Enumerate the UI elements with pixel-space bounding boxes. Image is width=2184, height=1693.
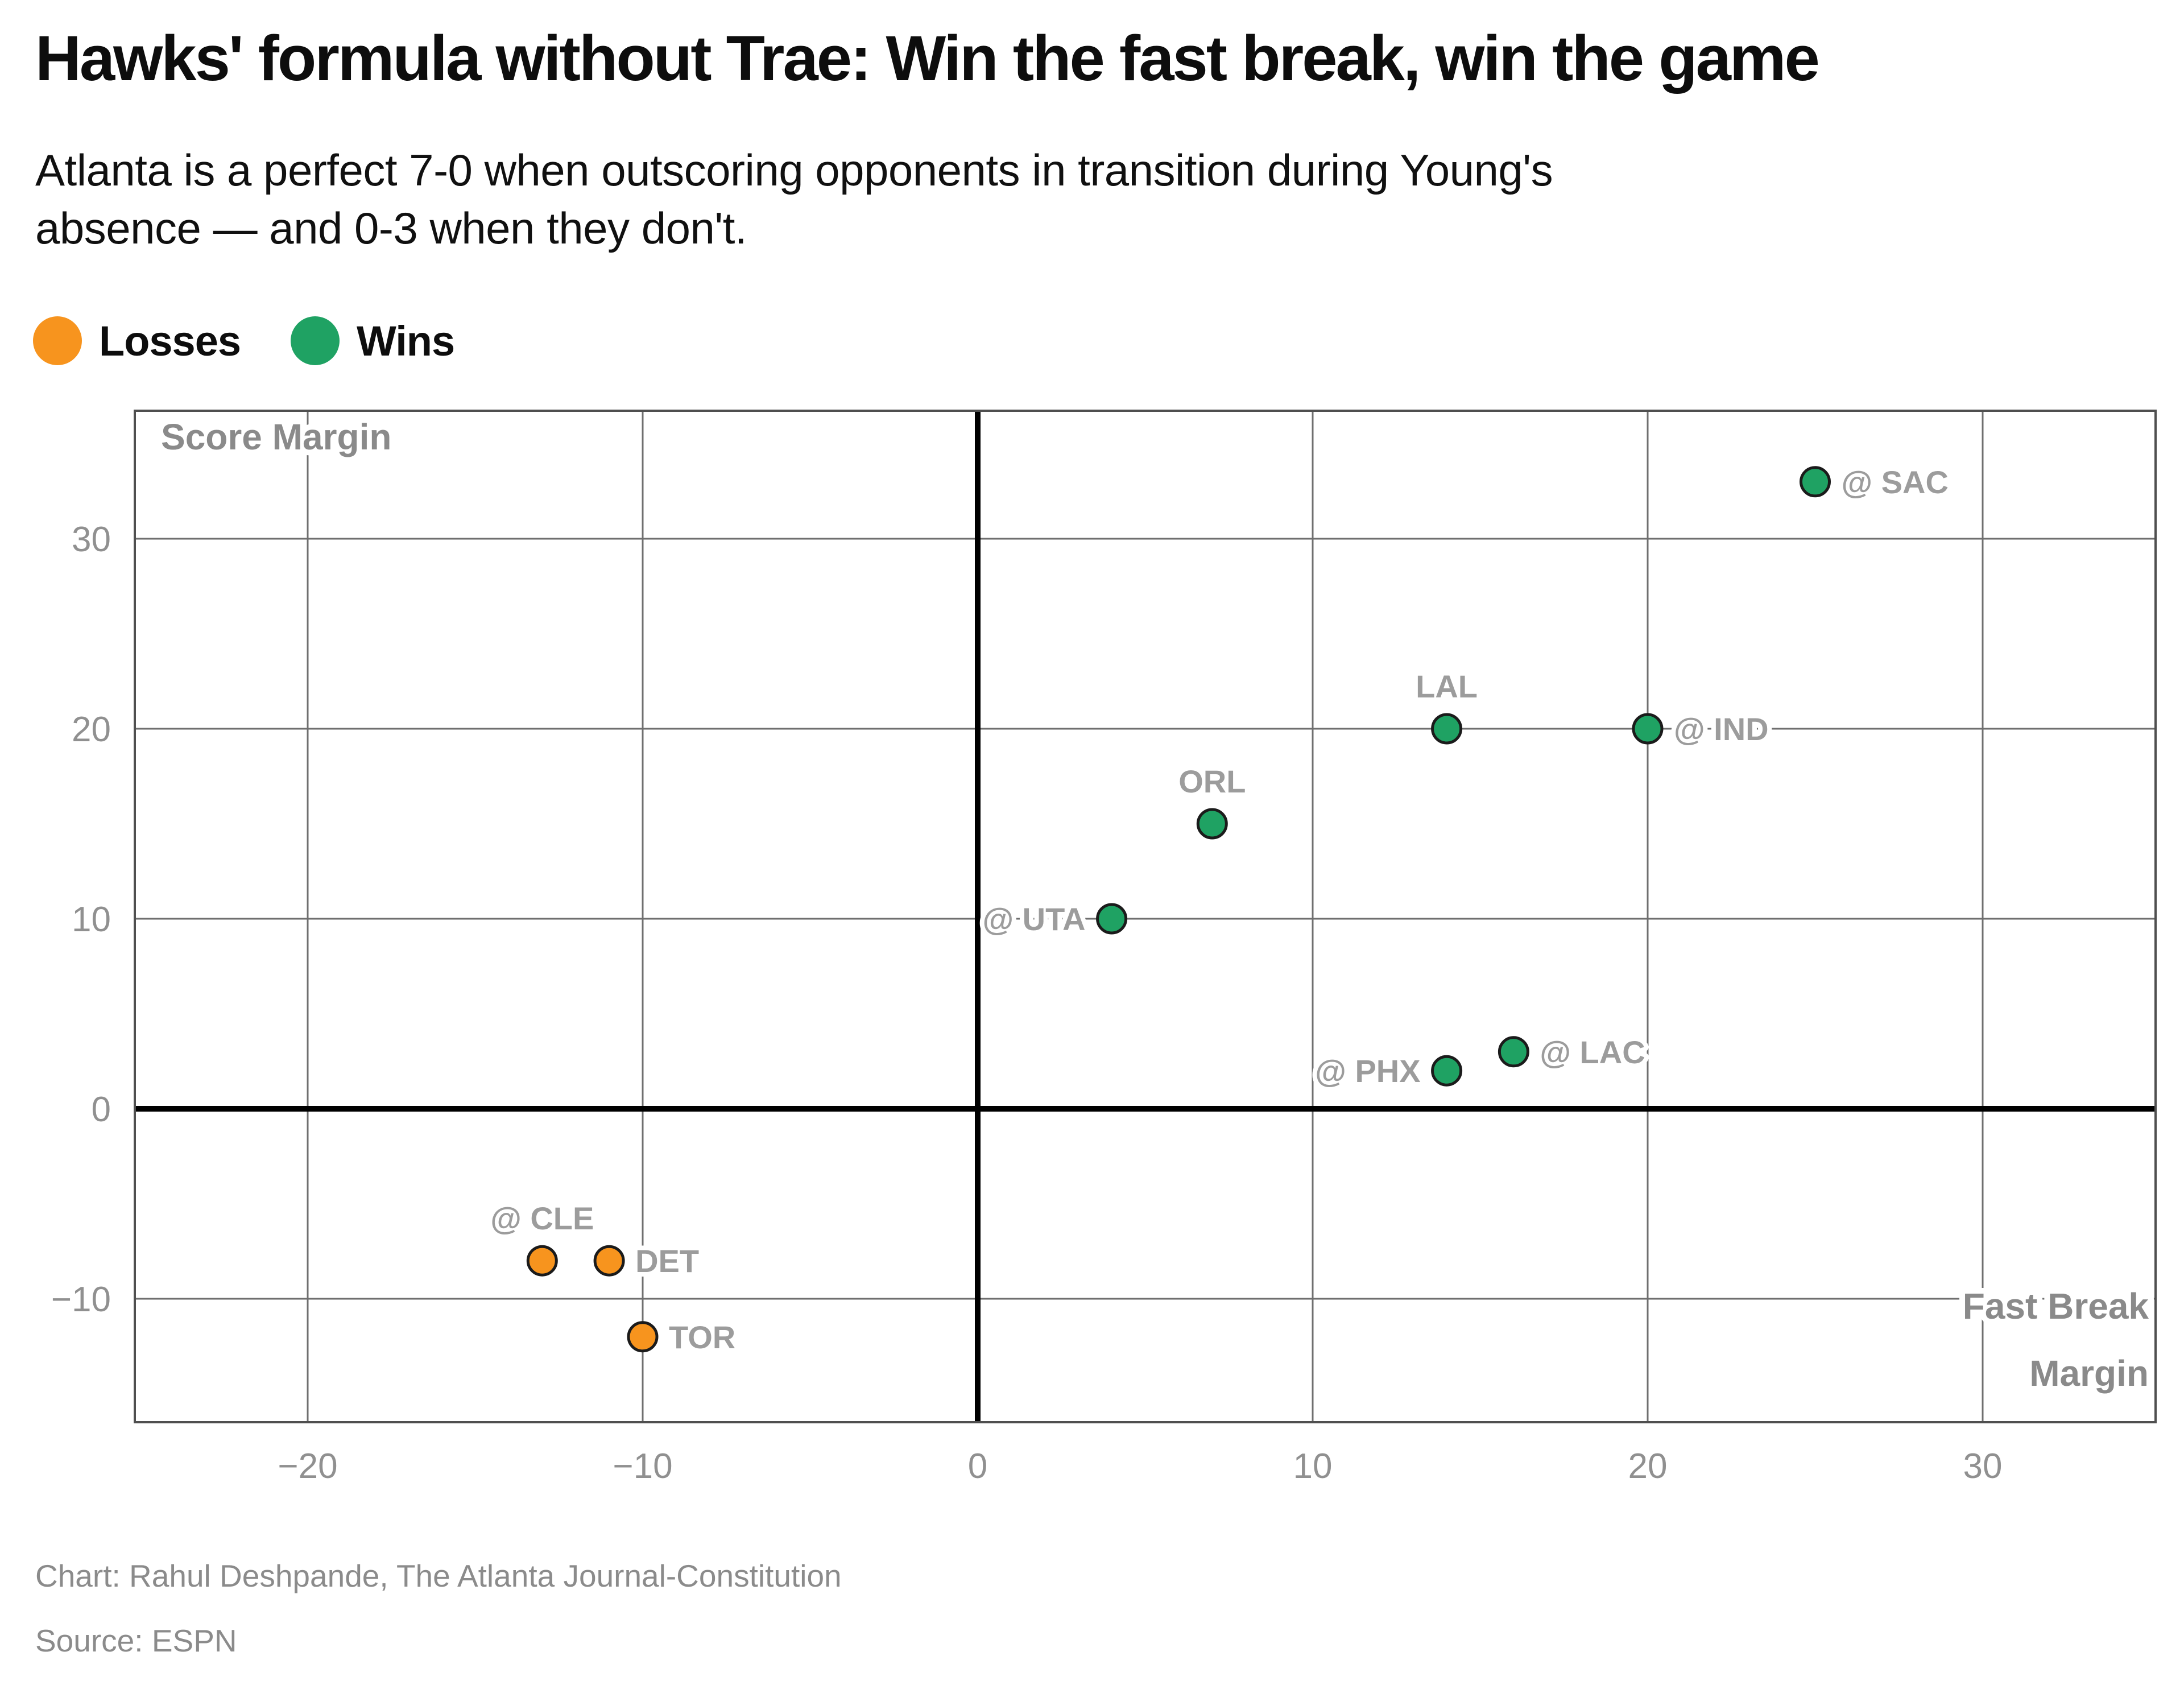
subtitle-line-2: absence — and 0-3 when they don't. [35, 203, 747, 253]
data-point-lac [1498, 1036, 1529, 1068]
subtitle-line-1: Atlanta is a perfect 7-0 when outscoring… [35, 145, 1553, 195]
point-label-uta: @ UTA [982, 901, 1085, 937]
y-tick-label-0: 0 [92, 1090, 111, 1129]
plot-border [134, 410, 2157, 1423]
data-point-ind [1632, 713, 1664, 745]
point-label-det: DET [635, 1243, 699, 1279]
y-tick-label--10: −10 [51, 1280, 111, 1319]
chart-legend: Losses Wins [33, 316, 455, 365]
x-tick-label--10: −10 [613, 1447, 672, 1486]
data-point-phx [1431, 1055, 1463, 1087]
y-tick-label-10: 10 [72, 900, 111, 939]
x-axis-title-line-2: Margin [2029, 1353, 2149, 1394]
y-axis-title: Score Margin [161, 416, 391, 457]
legend-label-losses: Losses [99, 317, 241, 365]
legend-swatch-losses [33, 316, 82, 365]
y-tick-label-30: 30 [72, 520, 111, 559]
point-label-phx: @ PHX [1315, 1053, 1420, 1089]
legend-label-wins: Wins [357, 317, 455, 365]
x-tick-label-30: 30 [1963, 1447, 2003, 1486]
x-tick-label--20: −20 [278, 1447, 337, 1486]
data-point-sac [1800, 466, 1831, 498]
y-tick-label-20: 20 [72, 710, 111, 749]
point-label-orl: ORL [1178, 763, 1246, 799]
x-tick-label-20: 20 [1628, 1447, 1668, 1486]
x-tick-label-10: 10 [1293, 1447, 1333, 1486]
page-subtitle: Atlanta is a perfect 7-0 when outscoring… [35, 141, 2162, 257]
data-point-det [593, 1245, 625, 1277]
point-label-ind: @ IND [1674, 711, 1769, 747]
legend-item-losses: Losses [33, 316, 241, 365]
x-tick-label-0: 0 [968, 1447, 987, 1486]
point-label-lal: LAL [1416, 668, 1478, 704]
x-axis-title-line-1: Fast Break [1963, 1286, 2149, 1327]
page-title: Hawks' formula without Trae: Win the fas… [35, 23, 1820, 94]
legend-item-wins: Wins [291, 316, 455, 365]
point-label-cle: @ CLE [490, 1200, 594, 1236]
point-label-lac: @ LAC [1540, 1034, 1645, 1070]
data-point-tor [627, 1321, 659, 1353]
chart-source: Source: ESPN [35, 1623, 237, 1658]
data-point-orl [1196, 808, 1228, 840]
chart-credit: Chart: Rahul Deshpande, The Atlanta Jour… [35, 1558, 842, 1593]
data-point-lal [1431, 713, 1463, 745]
point-label-tor: TOR [669, 1319, 735, 1355]
legend-swatch-wins [291, 316, 340, 365]
point-label-sac: @ SAC [1842, 464, 1949, 500]
data-point-cle [526, 1245, 558, 1277]
data-point-uta [1096, 903, 1128, 935]
